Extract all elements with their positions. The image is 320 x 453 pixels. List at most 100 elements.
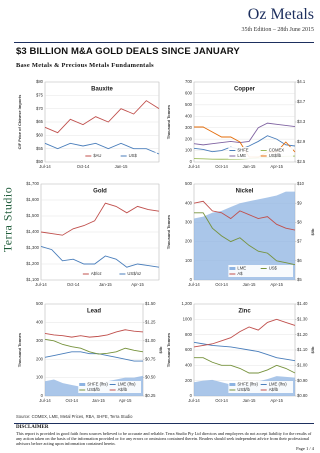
y2-axis-label: $/lb <box>158 346 163 353</box>
y2-tick-label: $0.80 <box>297 393 308 398</box>
x-tick-label: Oct-14 <box>65 398 78 403</box>
y2-tick-label: $9 <box>297 200 302 205</box>
y2-tick-label: $7 <box>297 239 302 244</box>
y-tick-label: 400 <box>185 113 193 118</box>
y-axis-label: Thousand Tonnes <box>17 332 22 367</box>
y2-tick-label: $1.40 <box>297 301 308 306</box>
x-tick-label: Apr-15 <box>270 282 283 287</box>
y-tick-label: $80 <box>36 79 44 84</box>
y-tick-label: 600 <box>185 91 193 96</box>
y2-axis-label: $/lb <box>310 228 315 235</box>
y2-tick-label: $1.10 <box>297 347 308 352</box>
y-tick-label: 500 <box>36 301 44 306</box>
y-tick-label: $50 <box>36 159 44 164</box>
y2-tick-label: $2.5 <box>297 159 306 164</box>
x-tick-label: Jul-14 <box>188 164 200 169</box>
legend-label: LME (lhs) <box>118 382 137 387</box>
y-tick-label: 0 <box>190 393 193 398</box>
legend-label: SHFE <box>237 148 248 153</box>
y-tick-label: $1,200 <box>26 261 39 266</box>
x-tick-label: Oct-14 <box>215 398 228 403</box>
series-area <box>194 191 295 280</box>
y-axis-label: Thousand Tonnes <box>166 104 171 139</box>
y-axis-label: Thousand Tonnes <box>166 332 171 367</box>
report-title: Oz Metals <box>247 6 314 23</box>
y-tick-label: 100 <box>185 148 193 153</box>
y2-tick-label: $0.75 <box>145 356 156 361</box>
series-line <box>194 357 296 374</box>
x-tick-label: Jul-14 <box>39 164 51 169</box>
x-tick-label: Oct-14 <box>77 164 90 169</box>
y2-tick-label: $3.7 <box>297 99 306 104</box>
y-tick-label: 300 <box>36 338 44 343</box>
y-tick-label: $1,400 <box>26 229 39 234</box>
y-tick-label: 1,200 <box>182 301 193 306</box>
y-tick-label: 500 <box>185 102 193 107</box>
disclaimer-text: This report is provided in good faith fr… <box>16 431 312 446</box>
x-tick-label: Apr-15 <box>270 164 283 169</box>
legend-label: A$/lb <box>118 387 128 392</box>
x-tick-label: Apr-15 <box>119 398 132 403</box>
y-tick-label: $1,300 <box>26 245 39 250</box>
y-tick-label: 100 <box>36 375 44 380</box>
x-tick-label: Oct-14 <box>67 282 80 287</box>
legend-label: A$/oz <box>91 271 102 276</box>
y2-tick-label: $1.00 <box>297 362 308 367</box>
y-tick-label: $75 <box>36 92 44 97</box>
y-tick-label: $60 <box>36 132 44 137</box>
y2-tick-label: $1.20 <box>297 332 308 337</box>
legend <box>78 381 141 393</box>
x-tick-label: Apr-15 <box>270 398 283 403</box>
y-tick-label: 0 <box>190 277 193 282</box>
source: Source: COMEX, LME, Metal Prices, RBA, S… <box>16 414 133 419</box>
series-line <box>44 338 144 355</box>
y2-tick-label: $5 <box>297 277 302 282</box>
y-tick-label: $70 <box>36 106 44 111</box>
y-tick-label: 200 <box>185 136 193 141</box>
y2-tick-label: $8 <box>297 220 302 225</box>
y-tick-label: 100 <box>185 258 193 263</box>
y-tick-label: 0 <box>41 393 44 398</box>
y-tick-label: $65 <box>36 119 44 124</box>
legend-label: SHFE (lhs) <box>237 382 258 387</box>
y-tick-label: 300 <box>185 220 193 225</box>
x-tick-label: Oct-14 <box>215 164 228 169</box>
y-tick-label: 0 <box>190 159 193 164</box>
legend-label: US$/lb <box>269 153 282 158</box>
series-line <box>193 341 296 362</box>
y-tick-label: 200 <box>185 239 193 244</box>
y-axis-label: CIF Price of Chinese Imports <box>17 94 22 149</box>
disclaimer-rule <box>14 423 314 424</box>
x-tick-label: Apr-15 <box>131 282 144 287</box>
y-tick-label: 800 <box>185 332 193 337</box>
subtitle: Base Metals & Precious Metals Fundamenta… <box>16 62 154 69</box>
legend-label: US$/oz <box>127 271 141 276</box>
series-line <box>44 351 143 362</box>
legend-label: COMEX <box>269 148 285 153</box>
x-tick-label: Jan-15 <box>92 398 105 403</box>
x-tick-label: Jul-14 <box>39 398 51 403</box>
x-tick-label: Jul-14 <box>188 398 200 403</box>
y2-tick-label: $4.1 <box>297 79 306 84</box>
x-tick-label: Jan-15 <box>99 282 112 287</box>
chart-title: Lead <box>87 309 101 315</box>
chart-title: Gold <box>93 189 107 195</box>
y2-tick-label: $0.25 <box>145 393 156 398</box>
series-line <box>40 202 160 236</box>
legend <box>228 265 293 277</box>
y-tick-label: 400 <box>185 200 193 205</box>
page-number: Page 1 / 4 <box>296 446 314 451</box>
chart-title: Bauxite <box>91 87 113 93</box>
header-rule <box>14 42 314 43</box>
y-tick-label: 500 <box>185 181 193 186</box>
x-tick-label: Jul-14 <box>188 282 200 287</box>
edition: 35th Edition – 28th June 2015 <box>241 27 315 33</box>
y2-tick-label: $2.9 <box>297 139 306 144</box>
legend-label: US$ <box>129 153 138 158</box>
y-tick-label: 700 <box>185 79 193 84</box>
x-tick-label: Jan-15 <box>243 164 256 169</box>
y-tick-label: 600 <box>185 347 193 352</box>
x-tick-label: Jan-15 <box>243 282 256 287</box>
x-tick-label: Oct-14 <box>215 282 228 287</box>
